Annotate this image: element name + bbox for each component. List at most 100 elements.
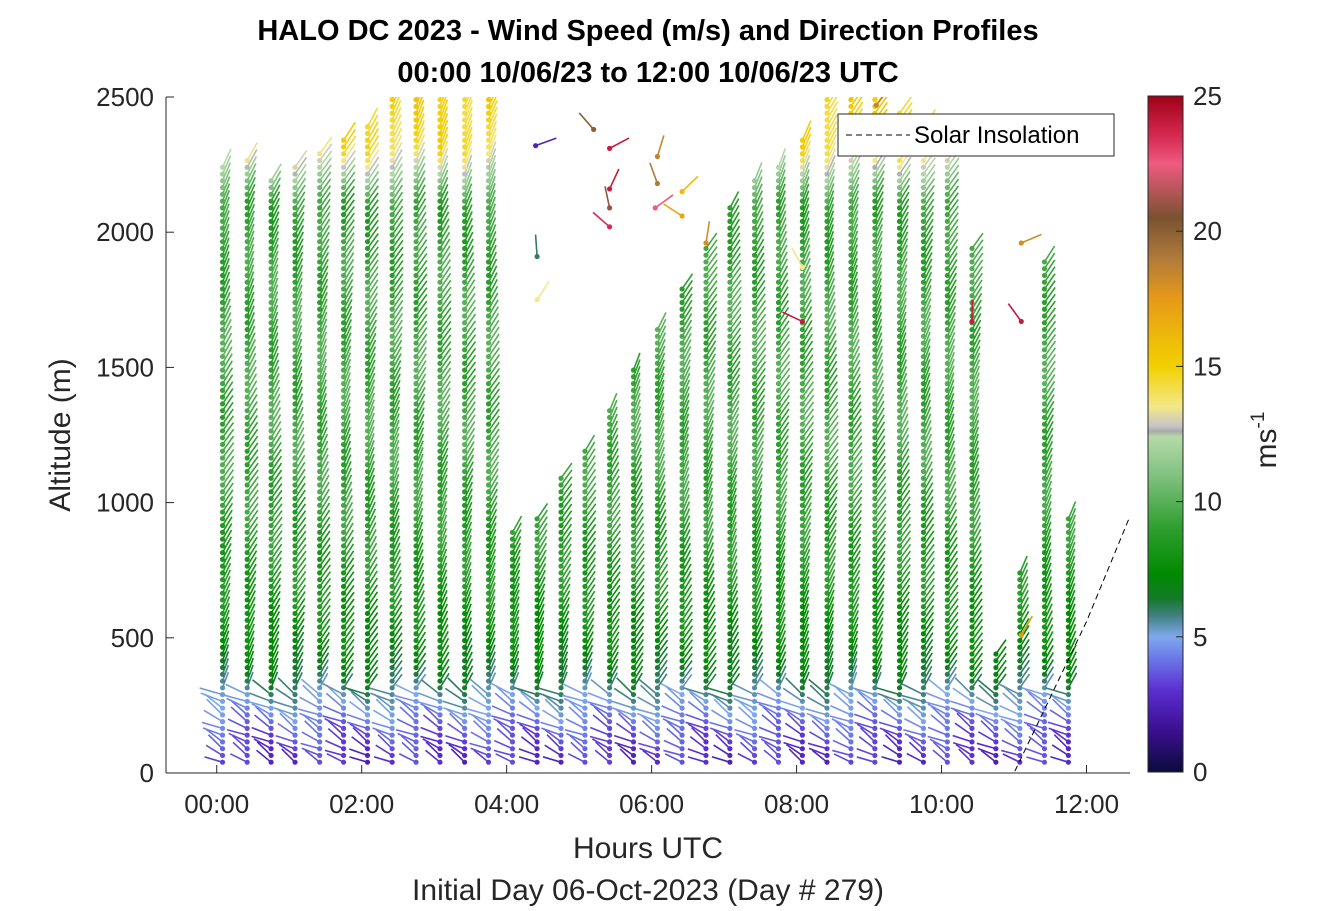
wind-barb-stem xyxy=(898,557,911,574)
wind-barb-point xyxy=(244,712,250,718)
wind-barb-point xyxy=(630,664,637,671)
wind-barb-stem xyxy=(777,162,786,182)
wind-barb-stem xyxy=(366,549,378,567)
wind-barb-point xyxy=(727,225,733,231)
wind-barb-point xyxy=(896,752,903,759)
wind-barb-point xyxy=(244,428,250,434)
wind-barb-stem xyxy=(608,550,621,567)
wind-barb-point xyxy=(824,320,830,326)
wind-barb-stem xyxy=(391,666,403,682)
wind-barb-stem xyxy=(318,618,331,635)
wind-barb-stem xyxy=(251,702,272,716)
wind-barb-point xyxy=(703,455,709,461)
wind-barb-stem xyxy=(591,738,610,750)
wind-barb-stem xyxy=(415,163,426,182)
wind-barb-stem xyxy=(656,345,666,364)
wind-barb-point xyxy=(340,414,347,421)
wind-barb-stem xyxy=(705,440,714,459)
wind-barb-stem xyxy=(608,420,619,439)
wind-barb-stem xyxy=(342,467,352,486)
wind-barb-stem xyxy=(536,563,547,581)
wind-barb-stem xyxy=(753,467,764,486)
wind-barb-stem xyxy=(753,454,764,472)
wind-barb-stem xyxy=(656,584,669,601)
wind-barb-point xyxy=(872,651,878,657)
wind-barb-stem xyxy=(898,170,911,189)
wind-barb-point xyxy=(775,658,782,664)
wind-barb-point xyxy=(582,752,588,759)
wind-barb-stem xyxy=(753,535,762,553)
wind-barb-point xyxy=(389,266,395,272)
wind-barb-stem xyxy=(640,684,658,702)
wind-barb-point xyxy=(244,286,250,292)
wind-barb-stem xyxy=(301,747,320,757)
wind-barb-stem xyxy=(366,252,379,270)
wind-barb-stem xyxy=(786,712,803,729)
wind-barb-point xyxy=(292,577,298,583)
wind-barb-point xyxy=(244,232,250,238)
wind-barb-stem xyxy=(415,487,424,506)
wind-barb-stem xyxy=(560,550,572,567)
wind-barb-stem xyxy=(319,577,332,594)
wind-barb-stem xyxy=(439,387,451,405)
wind-barb-stem xyxy=(327,727,345,743)
wind-barb-point xyxy=(219,502,226,508)
wind-barb-stem xyxy=(898,516,912,533)
wind-barb-point xyxy=(340,218,347,224)
wind-barb-point xyxy=(679,455,685,461)
wind-barb-stem xyxy=(511,609,520,628)
wind-barb-stem xyxy=(826,134,837,155)
wind-barb-point xyxy=(437,184,443,191)
wind-barb-point xyxy=(751,381,758,387)
wind-barb-point xyxy=(751,286,758,292)
wind-barb-stem xyxy=(705,618,717,635)
wind-barb-stem xyxy=(687,723,707,736)
wind-barb-point xyxy=(292,347,298,353)
wind-barb-stem xyxy=(391,313,404,330)
wind-barb-point xyxy=(462,157,468,164)
wind-barb-stem xyxy=(342,245,355,263)
wind-barb-stem xyxy=(874,311,883,330)
wind-barb-point xyxy=(775,543,782,549)
wind-barb-stem xyxy=(391,266,404,283)
wind-barb-stem xyxy=(221,271,231,290)
wind-barb-point xyxy=(292,367,298,373)
wind-barb-stem xyxy=(801,623,810,641)
wind-barb-point xyxy=(364,556,371,562)
wind-barb-point xyxy=(654,489,661,495)
wind-barb-stem xyxy=(946,632,959,648)
wind-barb-stem xyxy=(664,692,683,709)
wind-barb-stem xyxy=(753,589,763,608)
wind-barb-stem xyxy=(854,688,876,703)
wind-barb-stem xyxy=(801,455,814,472)
wind-barb-stem xyxy=(487,224,497,242)
wind-barb-stem xyxy=(366,386,376,405)
wind-barb-stem xyxy=(632,475,643,493)
wind-barb-stem xyxy=(850,651,858,668)
wind-barb-point xyxy=(485,563,492,569)
wind-barb-point xyxy=(824,468,830,475)
wind-barb-point xyxy=(679,522,685,529)
wind-barb-stem xyxy=(753,562,762,580)
wind-barb-point xyxy=(896,232,903,238)
wind-barb-point xyxy=(437,313,443,319)
wind-barb-stem xyxy=(729,666,741,682)
wind-barb-stem xyxy=(874,597,885,614)
wind-barb-stem xyxy=(753,568,762,587)
wind-barb-point xyxy=(364,441,371,448)
wind-barb-stem xyxy=(777,428,790,445)
wind-barb-point xyxy=(920,394,927,400)
wind-barb-point xyxy=(582,502,588,508)
wind-barb-point xyxy=(509,705,516,711)
wind-barb-stem xyxy=(366,266,379,283)
wind-barb-stem xyxy=(246,536,258,554)
wind-barb-point xyxy=(485,550,492,556)
wind-barb-stem xyxy=(681,522,691,540)
wind-barb-point xyxy=(485,232,492,238)
wind-barb-point xyxy=(896,719,903,725)
wind-barb-point xyxy=(413,252,419,258)
wind-barb-point xyxy=(244,239,250,245)
wind-barb-point xyxy=(872,577,878,583)
wind-barb-point xyxy=(317,320,323,326)
wind-barb-point xyxy=(630,475,637,481)
